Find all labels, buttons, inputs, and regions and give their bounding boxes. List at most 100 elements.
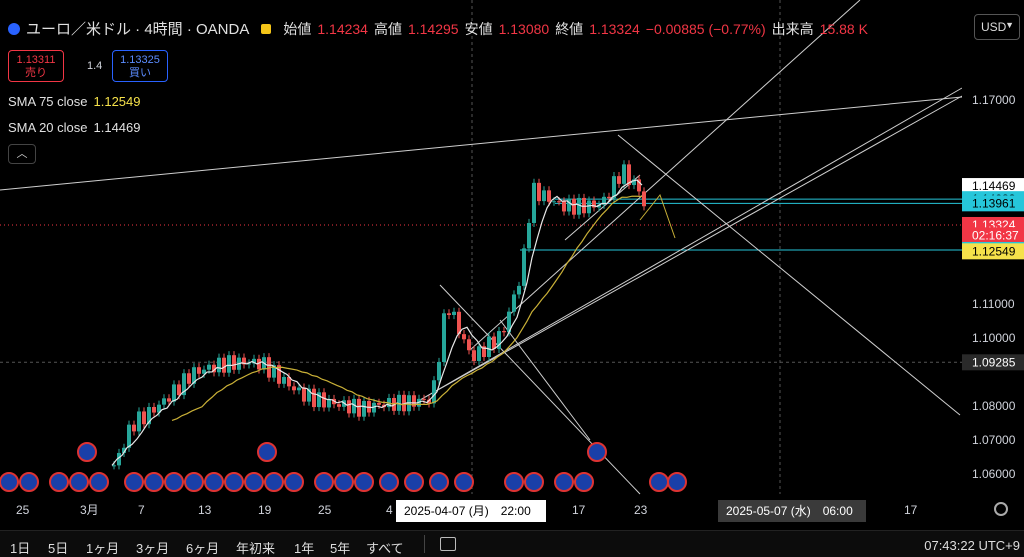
collapse-legend-button[interactable]: ︿ bbox=[8, 144, 36, 164]
symbol-logo-icon bbox=[8, 22, 20, 35]
sma75-value: 1.12549 bbox=[93, 94, 141, 109]
candle bbox=[432, 380, 436, 404]
candle bbox=[307, 388, 311, 402]
candle bbox=[277, 365, 281, 384]
time-tick-label: 19 bbox=[258, 503, 272, 517]
event-flag-icon bbox=[454, 472, 474, 492]
candle bbox=[552, 201, 556, 203]
close-value: 1.13324 bbox=[589, 20, 640, 37]
candle bbox=[497, 331, 501, 349]
timeframe-1m[interactable]: 1ヶ月 bbox=[86, 541, 120, 556]
trend-line bbox=[0, 96, 963, 191]
candle bbox=[247, 363, 251, 365]
time-tick-label: 23 bbox=[634, 503, 648, 517]
time-tick-label: 25 bbox=[318, 503, 332, 517]
candle bbox=[542, 190, 546, 202]
candle bbox=[637, 179, 641, 192]
price-chart[interactable]: 1.17000 1.11000 1.10000 1.08000 1.07000 1.060… bbox=[0, 0, 1024, 530]
timeframe-1d[interactable]: 1日 bbox=[10, 541, 31, 556]
clock[interactable]: 07:43:22 UTC+9 bbox=[924, 538, 1020, 553]
sell-price: 1.13311 bbox=[16, 54, 56, 66]
buy-button[interactable]: 1.13325 買い bbox=[112, 50, 168, 82]
timeframe-5y[interactable]: 5年 bbox=[330, 541, 351, 556]
event-flag-icon bbox=[224, 472, 244, 492]
settings-icon[interactable] bbox=[994, 502, 1008, 516]
candle bbox=[532, 182, 536, 223]
price-label: 1.12549 bbox=[972, 244, 1016, 258]
trend-line bbox=[439, 284, 641, 495]
high-value: 1.14295 bbox=[407, 20, 459, 37]
event-flag-icon bbox=[334, 472, 354, 492]
timeframe-1y[interactable]: 1年 bbox=[294, 541, 315, 556]
trend-line bbox=[617, 134, 961, 416]
spread-value: 1.4 bbox=[87, 60, 103, 72]
event-flag-icon bbox=[164, 472, 184, 492]
sell-button[interactable]: 1.13311 売り bbox=[8, 50, 64, 82]
price-label: 1.09285 bbox=[972, 355, 1016, 369]
candle bbox=[357, 398, 361, 417]
date-range-icon[interactable] bbox=[440, 537, 456, 551]
volume-label: 出来高 bbox=[771, 20, 814, 37]
price-tick-label: 1.10000 bbox=[972, 331, 1016, 345]
trend-line bbox=[499, 319, 591, 441]
symbol-title[interactable]: ユーロ／米ドル · 4時間 · OANDA bbox=[26, 21, 250, 38]
high-label: 高値 bbox=[373, 20, 402, 37]
candle bbox=[337, 404, 341, 407]
candle bbox=[502, 331, 506, 333]
projection-arrow bbox=[639, 193, 676, 239]
event-flag-icon bbox=[574, 472, 594, 492]
candle bbox=[467, 339, 471, 351]
market-status-icon bbox=[261, 23, 272, 34]
candle bbox=[567, 198, 571, 212]
event-flag-icon bbox=[144, 472, 164, 492]
sma75-label: SMA 75 close bbox=[8, 94, 88, 109]
sma20-line bbox=[111, 179, 643, 466]
candle bbox=[297, 387, 301, 391]
currency-select[interactable]: USD ▼ bbox=[974, 14, 1020, 40]
candle bbox=[452, 311, 456, 315]
event-flag-icon bbox=[354, 472, 374, 492]
sell-label: 売り bbox=[25, 67, 47, 79]
candle bbox=[152, 406, 156, 413]
timeframe-ytd[interactable]: 年初来 bbox=[236, 541, 276, 556]
time-tick-label: 17 bbox=[904, 503, 918, 517]
event-flag-icon bbox=[0, 472, 19, 492]
event-flag-icon bbox=[49, 472, 69, 492]
candle bbox=[512, 294, 516, 312]
chevron-down-icon: ▼ bbox=[1005, 20, 1014, 30]
crosshair-time-box bbox=[396, 500, 546, 522]
candle bbox=[527, 222, 531, 249]
candle bbox=[157, 404, 161, 413]
time-tick-label: 3月 bbox=[80, 503, 99, 517]
toolbar-divider bbox=[424, 535, 425, 553]
candle bbox=[537, 182, 541, 202]
candle bbox=[617, 176, 621, 184]
candle bbox=[632, 179, 636, 186]
sma20-value: 1.14469 bbox=[93, 120, 141, 135]
price-label-box bbox=[962, 178, 1024, 195]
candle bbox=[457, 311, 461, 335]
candle bbox=[162, 398, 166, 405]
candle bbox=[517, 285, 521, 295]
candle bbox=[477, 346, 481, 361]
candle bbox=[232, 355, 236, 370]
candle bbox=[437, 362, 441, 381]
candle bbox=[192, 367, 196, 384]
sma75-legend[interactable]: SMA 75 close 1.12549 bbox=[8, 94, 141, 109]
candle bbox=[312, 388, 316, 408]
candle bbox=[372, 402, 376, 413]
candle bbox=[427, 399, 431, 404]
timeframe-3m[interactable]: 3ヶ月 bbox=[136, 541, 170, 556]
candle bbox=[112, 465, 116, 467]
timeframe-6m[interactable]: 6ヶ月 bbox=[186, 541, 220, 556]
candle bbox=[257, 358, 261, 370]
candle bbox=[482, 346, 486, 358]
candle bbox=[272, 365, 276, 378]
candle bbox=[187, 373, 191, 384]
timeframe-5d[interactable]: 5日 bbox=[48, 541, 69, 556]
sma20-legend[interactable]: SMA 20 close 1.14469 bbox=[8, 120, 141, 135]
event-flag-icon bbox=[379, 472, 399, 492]
timeframe-all[interactable]: すべて bbox=[366, 541, 404, 556]
buy-label: 買い bbox=[129, 67, 151, 79]
candle bbox=[212, 364, 216, 373]
